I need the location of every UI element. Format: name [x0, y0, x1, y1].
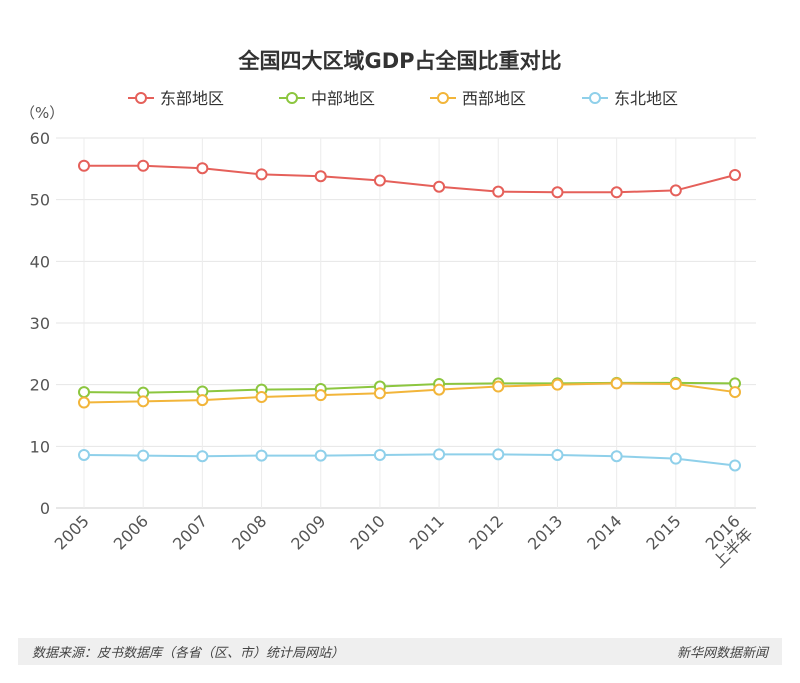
legend-label: 东北地区 — [614, 89, 678, 108]
legend-swatch-marker — [589, 92, 601, 104]
chart-title: 全国四大区域GDP占全国比重对比 — [237, 49, 561, 73]
x-tick-label: 2007 — [169, 511, 211, 553]
x-tick-label-line: 2008 — [228, 511, 270, 553]
x-tick-label-line: 2005 — [51, 511, 93, 553]
legend-swatch-marker — [286, 92, 298, 104]
data-point — [669, 452, 682, 465]
x-tick-label: 2011 — [406, 511, 448, 553]
data-point — [373, 448, 386, 461]
data-point — [551, 378, 564, 391]
data-point — [610, 186, 623, 199]
data-point — [78, 448, 90, 461]
data-point — [78, 396, 90, 409]
data-point — [137, 395, 150, 408]
series-line — [83, 382, 736, 404]
footer-bar: 数据来源：皮书数据库（各省（区、市）统计局网站） 新华网数据新闻 — [18, 638, 782, 665]
data-point — [669, 184, 682, 197]
data-point — [196, 450, 209, 463]
x-tick-label-line: 2010 — [347, 511, 389, 553]
data-point — [729, 386, 741, 399]
x-tick-label-line: 2009 — [287, 511, 329, 553]
y-tick-label: 30 — [30, 314, 50, 333]
data-point — [314, 170, 327, 183]
legend-label: 东部地区 — [160, 89, 224, 108]
y-tick-label: 60 — [30, 129, 50, 148]
data-point — [492, 185, 505, 198]
x-tick-label-line: 2006 — [110, 511, 152, 553]
x-tick-label-line: 2013 — [524, 511, 566, 553]
x-tick-label-line: 2015 — [642, 511, 684, 553]
source-note: 数据来源：皮书数据库（各省（区、市）统计局网站） — [32, 646, 345, 661]
x-tick-label: 2014 — [583, 511, 625, 553]
data-point — [255, 449, 268, 462]
x-tick-label: 2008 — [228, 511, 270, 553]
data-point — [610, 377, 623, 390]
x-tick-label: 2010 — [347, 511, 389, 553]
x-tick-label: 2005 — [51, 511, 93, 553]
data-point — [551, 448, 564, 461]
y-tick-label: 40 — [30, 252, 50, 271]
data-point — [255, 391, 268, 403]
data-point — [669, 378, 682, 391]
data-point — [492, 448, 505, 461]
x-axis-ticks: 2005 2006 2007 2008 2009 2010 2011 2012 2013 2014… — [51, 511, 757, 571]
y-tick-label: 0 — [40, 499, 50, 518]
x-tick-label-line: 2007 — [169, 511, 211, 553]
data-point — [314, 389, 327, 402]
x-tick-label: 2015 — [642, 511, 684, 553]
x-tick-label: 2013 — [524, 511, 566, 553]
legend-label: 中部地区 — [311, 89, 375, 108]
data-point — [255, 168, 268, 181]
y-tick-label: 20 — [30, 376, 50, 395]
data-point — [137, 159, 150, 172]
legend-item: 西部地区 — [430, 89, 526, 108]
data-point — [78, 159, 90, 172]
data-point — [729, 169, 741, 181]
series-line — [83, 453, 736, 467]
data-point — [137, 449, 150, 462]
x-tick-label: 2009 — [287, 511, 329, 553]
y-axis-ticks: 0 10 20 30 40 50 60 — [30, 129, 50, 518]
y-axis-unit-label: （%） — [20, 104, 64, 122]
brand-label: 新华网数据新闻 — [676, 646, 768, 661]
data-point — [373, 387, 386, 400]
data-point — [433, 383, 446, 396]
x-tick-label-line: 2011 — [406, 511, 448, 553]
data-point — [433, 180, 446, 193]
data-point — [551, 186, 564, 199]
legend-swatch-marker — [437, 92, 449, 104]
y-tick-label: 50 — [30, 191, 50, 210]
data-point — [78, 386, 90, 399]
x-tick-label-line: 2012 — [465, 511, 507, 553]
x-tick-label: 2006 — [110, 511, 152, 553]
legend-item: 东部地区 — [128, 89, 224, 108]
y-tick-label: 10 — [30, 437, 50, 456]
line-chart: 全国四大区域GDP占全国比重对比 东部地区 中部地区 西部地区 东北地区 （%） 0 1… — [20, 49, 757, 572]
data-point — [196, 394, 209, 407]
legend-label: 西部地区 — [462, 89, 526, 108]
legend-swatch-marker — [135, 92, 147, 104]
data-point — [433, 448, 446, 461]
data-point — [373, 174, 386, 187]
series-group — [78, 159, 741, 472]
series-line — [84, 164, 736, 194]
legend-item: 中部地区 — [279, 89, 375, 108]
data-point — [610, 450, 623, 463]
x-tick-label: 2012 — [465, 511, 507, 553]
data-point — [492, 380, 505, 393]
data-point — [196, 162, 209, 175]
data-point — [729, 459, 741, 472]
grid-lines — [56, 137, 756, 509]
legend-item: 东北地区 — [582, 89, 678, 108]
legend: 东部地区 中部地区 西部地区 东北地区 — [128, 89, 678, 108]
x-tick-label-line: 2014 — [583, 511, 625, 553]
data-point — [314, 449, 327, 462]
